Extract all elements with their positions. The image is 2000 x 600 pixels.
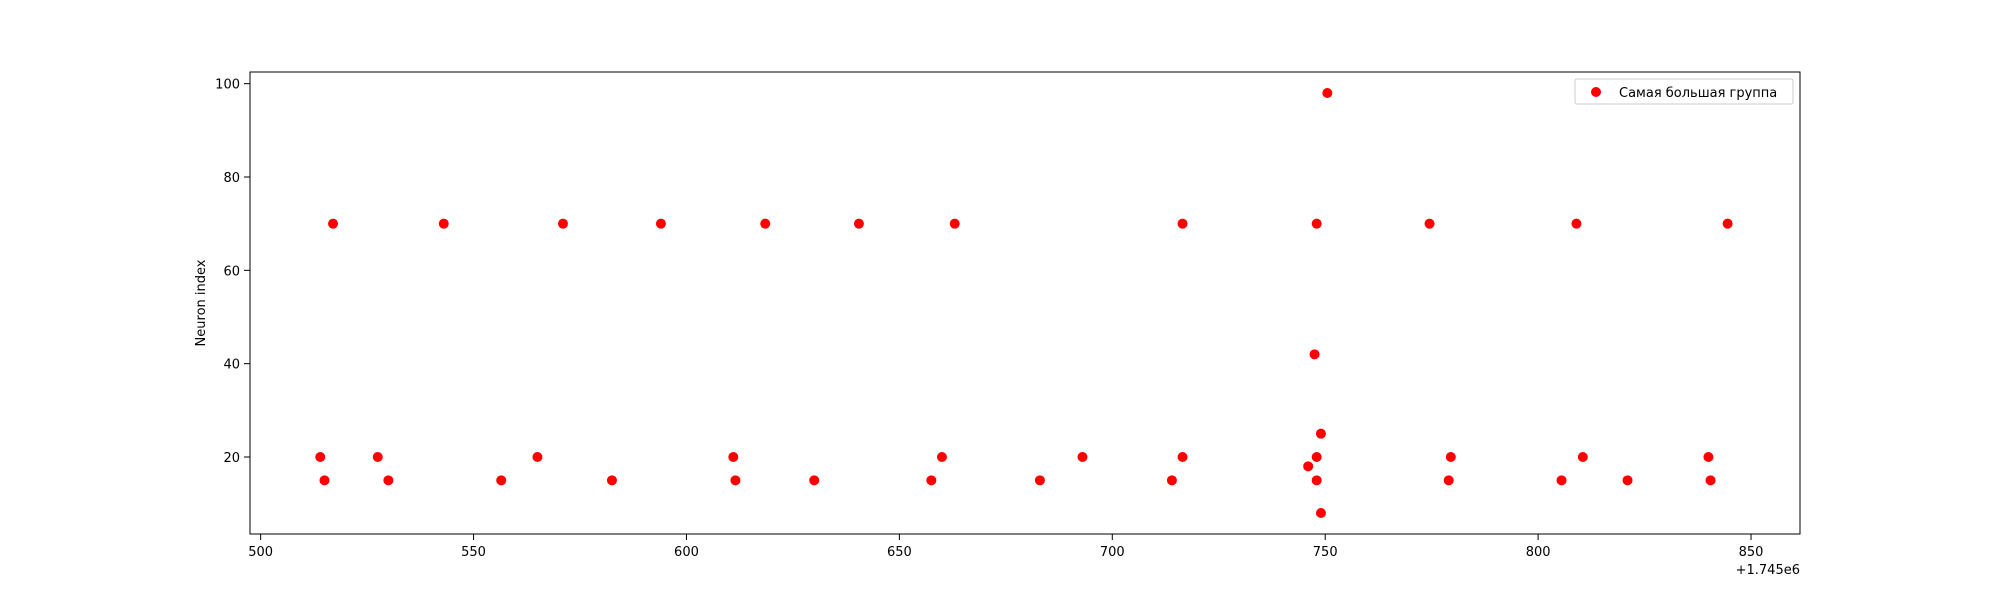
y-tick-label: 60 — [223, 264, 240, 279]
data-point — [1077, 452, 1088, 462]
x-tick-label: 750 — [1313, 545, 1338, 560]
data-point — [532, 452, 543, 462]
data-point — [728, 452, 739, 462]
x-tick-label: 700 — [1100, 545, 1125, 560]
data-point — [1705, 475, 1716, 486]
data-point — [1577, 452, 1588, 462]
x-tick-label: 550 — [461, 545, 486, 560]
y-tick-label: 20 — [223, 451, 240, 466]
data-point — [853, 218, 864, 229]
x-axis: 500 550 600 650 700 750 800 850 — [248, 534, 1763, 560]
data-point — [319, 475, 330, 486]
data-points — [315, 88, 1733, 518]
data-point — [1315, 428, 1326, 439]
x-tick-label: 650 — [887, 545, 912, 560]
y-axis-label: Neuron index — [194, 259, 209, 346]
data-point — [936, 452, 947, 462]
y-tick-label: 40 — [223, 358, 240, 373]
data-point — [1309, 349, 1320, 360]
data-point — [655, 218, 666, 229]
data-point — [383, 475, 394, 486]
data-point — [372, 452, 383, 462]
data-point — [496, 475, 507, 486]
data-point — [328, 218, 339, 229]
data-point — [1311, 452, 1322, 462]
legend-marker — [1591, 87, 1601, 97]
data-point — [1703, 452, 1714, 462]
plot-area — [250, 72, 1800, 534]
data-point — [760, 218, 771, 229]
y-axis: 20 40 60 80 100 — [215, 78, 250, 466]
legend: Самая большая группа — [1574, 78, 1794, 105]
data-point — [949, 218, 960, 229]
data-point — [1177, 218, 1188, 229]
legend-label: Самая большая группа — [1619, 86, 1777, 101]
data-point — [1443, 475, 1454, 486]
data-point — [606, 475, 617, 486]
data-point — [1311, 218, 1322, 229]
data-point — [1311, 475, 1322, 486]
x-tick-label: 800 — [1526, 545, 1551, 560]
x-tick-label: 850 — [1739, 545, 1764, 560]
data-point — [1622, 475, 1633, 486]
data-point — [1424, 218, 1435, 229]
data-point — [1722, 218, 1733, 229]
legend-box — [1574, 78, 1794, 105]
data-point — [1315, 508, 1326, 518]
plot-frame — [249, 71, 1801, 535]
data-point — [557, 218, 568, 229]
data-point — [1166, 475, 1177, 486]
data-point — [1322, 88, 1333, 98]
y-tick-label: 100 — [215, 78, 240, 93]
data-point — [438, 218, 449, 229]
data-point — [1034, 475, 1045, 486]
x-offset-label: +1.745e6 — [1736, 563, 1800, 578]
data-point — [1571, 218, 1582, 229]
data-point — [1303, 461, 1314, 472]
data-point — [315, 452, 326, 462]
y-tick-label: 80 — [223, 171, 240, 186]
x-tick-label: 500 — [248, 545, 273, 560]
data-point — [926, 475, 937, 486]
data-point — [1177, 452, 1188, 462]
data-point — [1556, 475, 1567, 486]
data-point — [730, 475, 741, 486]
data-point — [809, 475, 820, 486]
data-point — [1445, 452, 1456, 462]
x-tick-label: 600 — [674, 545, 699, 560]
